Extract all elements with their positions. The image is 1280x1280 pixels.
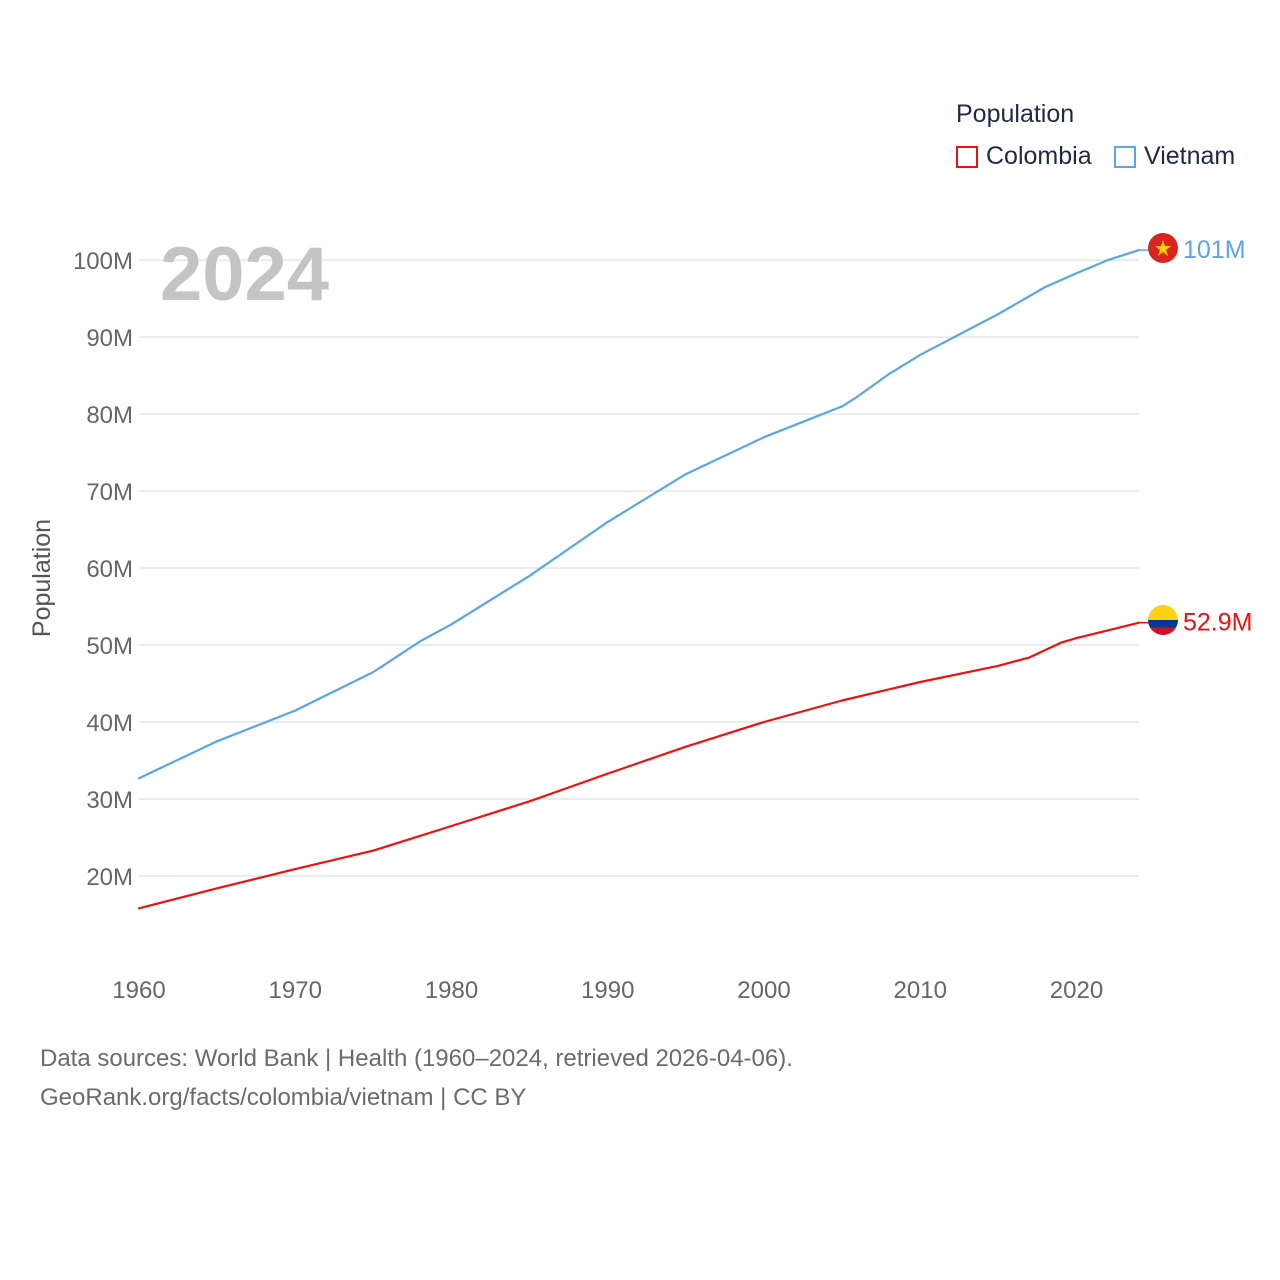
series-line-vietnam [137, 249, 1141, 780]
legend-swatch-vietnam [1114, 145, 1136, 168]
source-line-1: Data sources: World Bank | Health (1960–… [40, 1045, 793, 1072]
end-flags [1148, 233, 1178, 635]
y-axis-ticks: 20M 30M 40M 50M 60M 70M 80M 90M 100M [73, 248, 133, 891]
y-tick-label: 50M [86, 633, 133, 660]
gridlines [139, 259, 1139, 877]
y-tick-label: 100M [73, 248, 133, 275]
legend-label-vietnam: Vietnam [1144, 142, 1236, 170]
y-tick-label: 90M [86, 325, 133, 352]
y-tick-label: 70M [86, 479, 133, 506]
legend-title: Population [956, 100, 1075, 128]
vietnam-flag-icon [1148, 233, 1178, 263]
end-value-labels: 101M 52.9M [1183, 236, 1252, 637]
end-label-colombia: 52.9M [1183, 609, 1252, 637]
x-tick-label: 2020 [1050, 977, 1103, 1004]
legend-item-colombia[interactable]: Colombia [956, 142, 1092, 171]
series-line-colombia [137, 621, 1141, 910]
x-tick-label: 1960 [112, 977, 165, 1004]
y-axis-label: Population [28, 519, 56, 637]
x-tick-label: 2000 [737, 977, 790, 1004]
y-tick-label: 40M [86, 710, 133, 737]
y-tick-label: 60M [86, 556, 133, 583]
colombia-flag-icon [1148, 605, 1178, 635]
source-line-2[interactable]: GeoRank.org/facts/colombia/vietnam | CC … [40, 1084, 527, 1111]
legend-swatch-colombia [956, 145, 978, 168]
y-tick-label: 30M [86, 787, 133, 814]
y-tick-label: 20M [86, 864, 133, 891]
end-label-vietnam: 101M [1183, 236, 1246, 264]
legend-item-vietnam[interactable]: Vietnam [1114, 142, 1235, 171]
year-watermark: 2024 [160, 232, 329, 317]
x-tick-label: 2010 [894, 977, 947, 1004]
x-tick-label: 1980 [425, 977, 478, 1004]
x-axis-ticks: 1960 1970 1980 1990 2000 2010 2020 [112, 977, 1103, 1004]
y-tick-label: 80M [86, 402, 133, 429]
series-lines [137, 249, 1150, 910]
x-tick-label: 1990 [581, 977, 634, 1004]
x-tick-label: 1970 [269, 977, 322, 1004]
legend-label-colombia: Colombia [986, 142, 1092, 170]
